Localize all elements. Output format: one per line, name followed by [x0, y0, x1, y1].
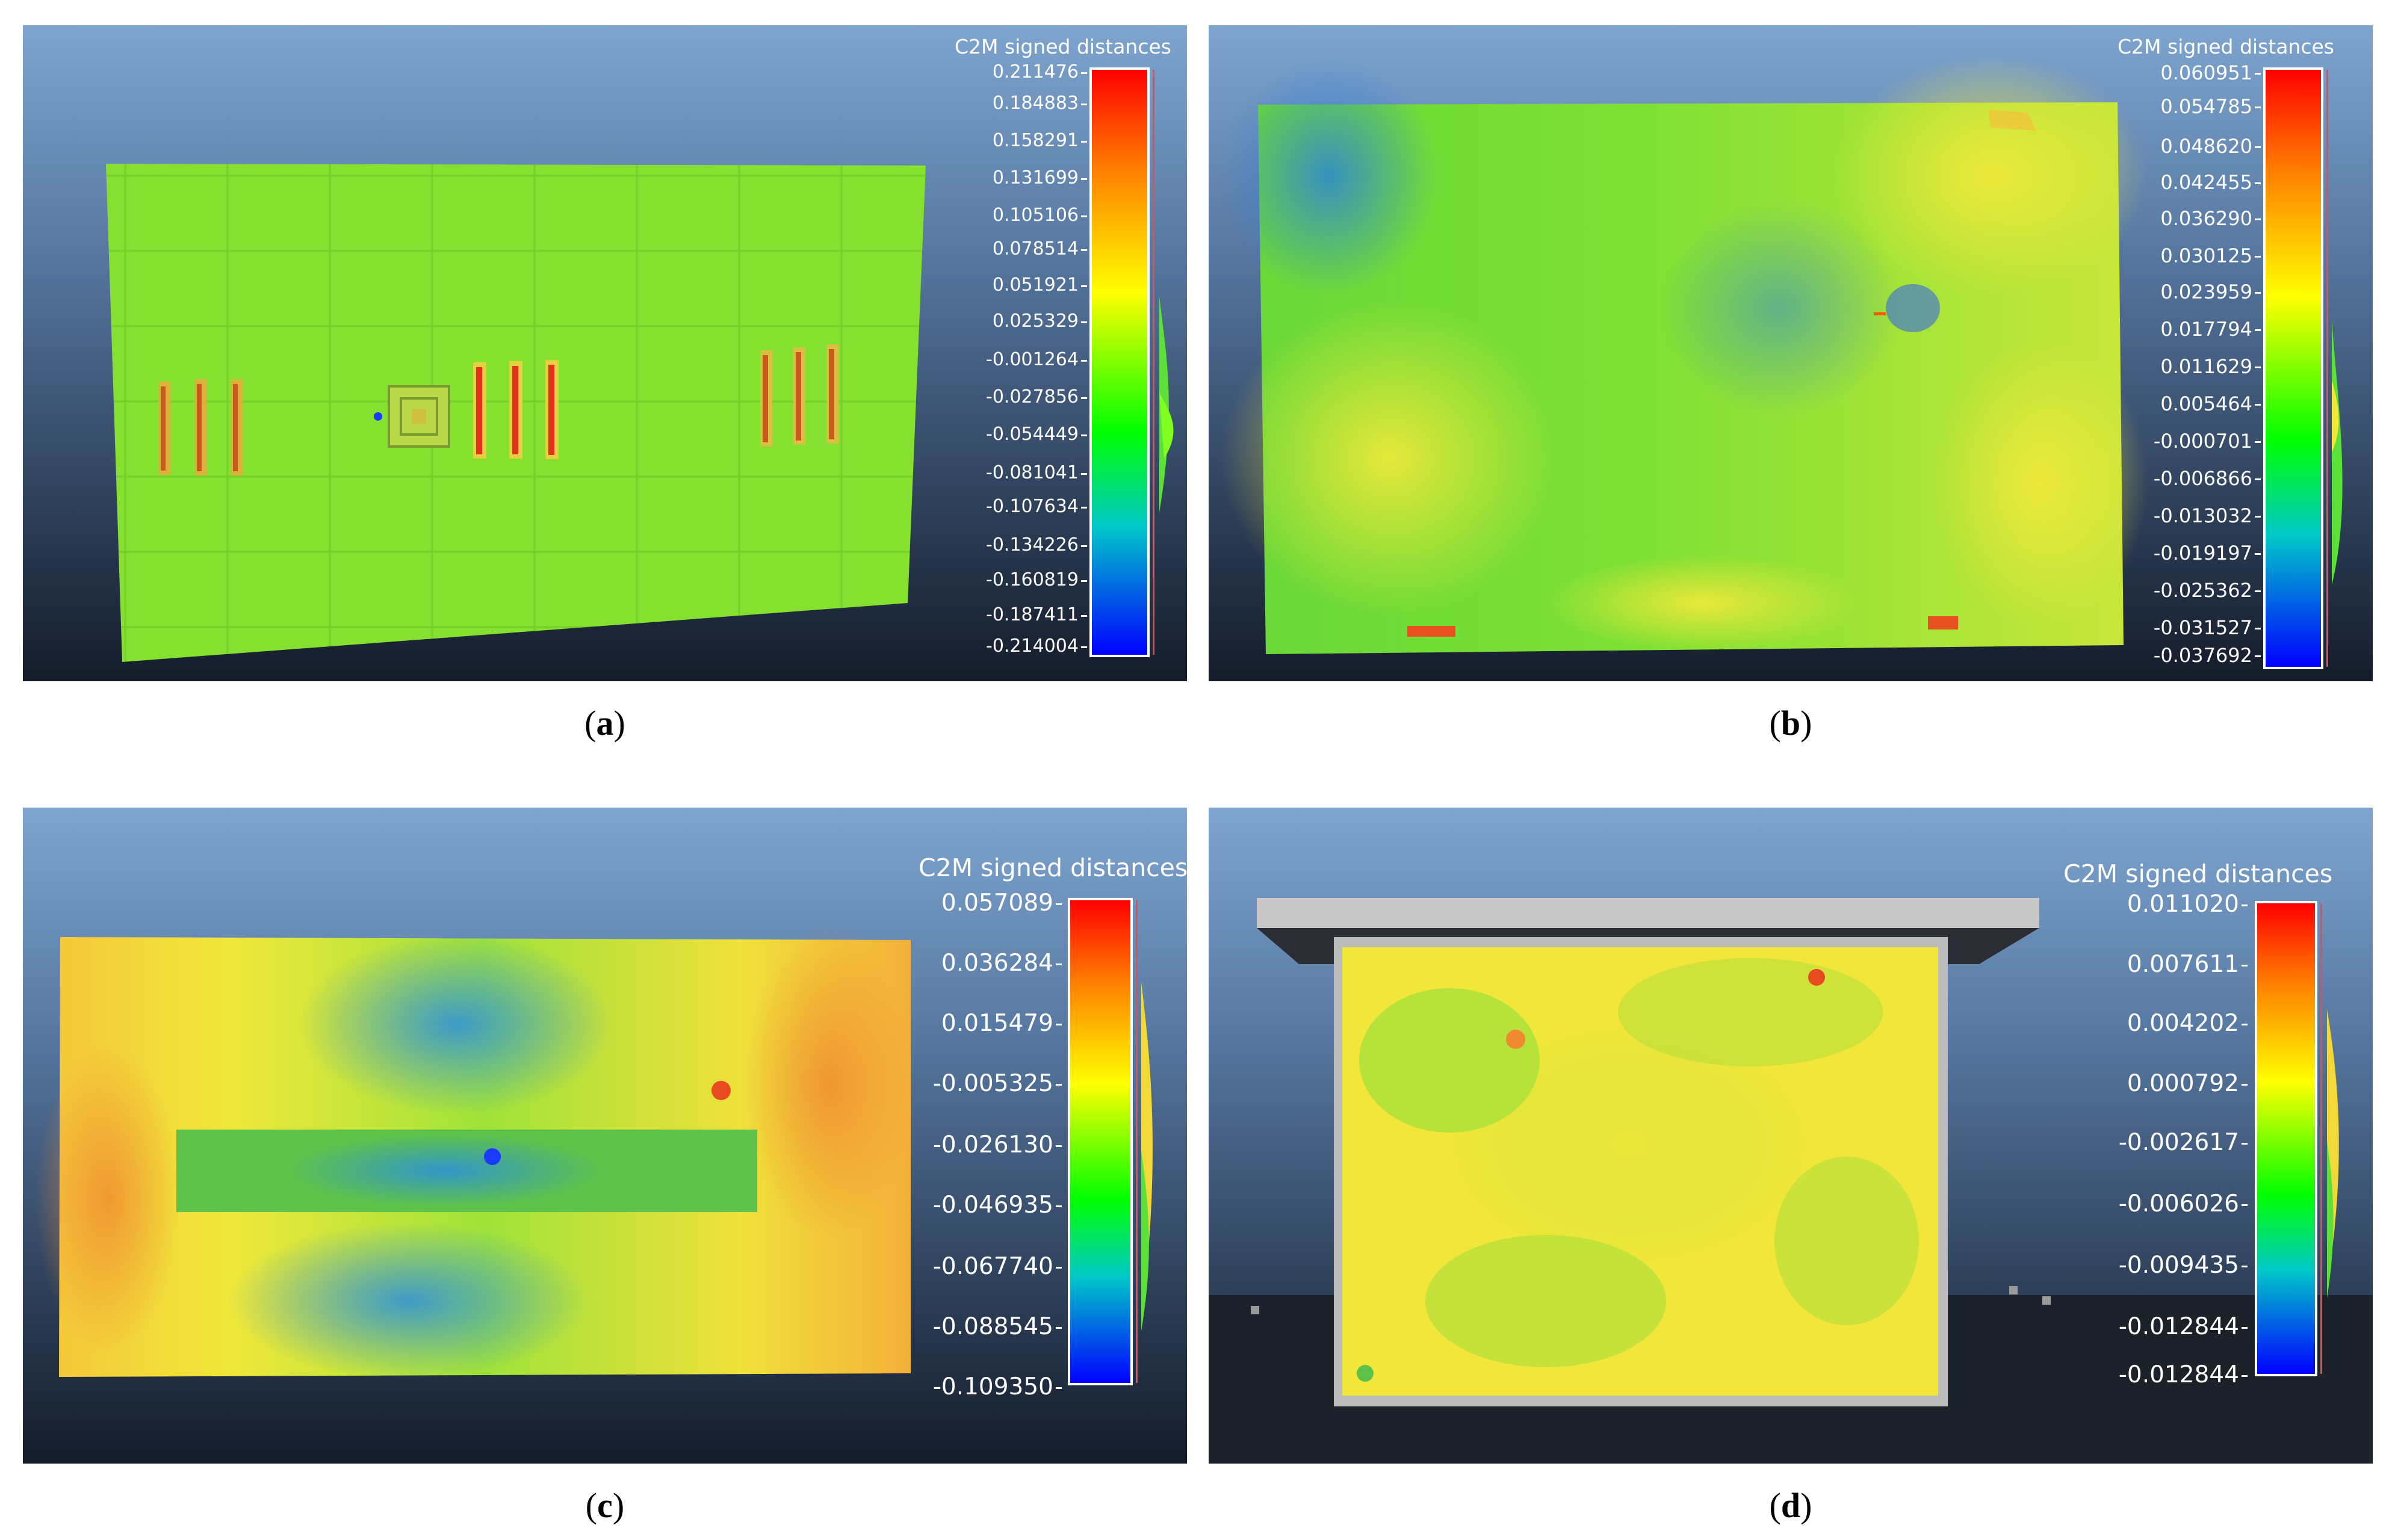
panel-a-tick: -0.001264 [986, 349, 1087, 370]
panel-d-caption: (d) [1209, 1485, 2373, 1526]
panel-d-tick: 0.000792 [2127, 1070, 2248, 1097]
panel-a-tick: -0.027856 [986, 386, 1087, 407]
caption-paren: ( [1769, 704, 1781, 743]
panel-b-tick: 0.042455 [2160, 171, 2261, 194]
panel-a-scalar-bar-title: C2M signed distances [955, 35, 1171, 58]
panel-b-tick: 0.054785 [2160, 95, 2261, 118]
panel-a-tick: -0.214004 [986, 635, 1087, 657]
panel-c-color-scale [1068, 898, 1138, 1385]
panel-d-tick: 0.007611 [2127, 951, 2248, 978]
panel-d-scalar-bar-title: C2M signed distances [2063, 859, 2333, 888]
panel-a-tick: 0.131699 [992, 167, 1088, 188]
panel-c-caption: (c) [23, 1485, 1187, 1526]
panel-a-tick: -0.081041 [986, 462, 1087, 483]
panel-d-tick: -0.012844 [2118, 1313, 2248, 1340]
panel-d-tick: 0.004202 [2127, 1010, 2248, 1037]
panel-c-tick: -0.026130 [932, 1131, 1062, 1158]
panel-c-tick: -0.109350 [932, 1373, 1062, 1400]
panel-b-histogram [2332, 320, 2343, 585]
panel-a-color-scale [1089, 67, 1154, 657]
caption-letter: d [1780, 1486, 1801, 1525]
panel-b-tick: -0.025362 [2153, 579, 2261, 602]
panel-b-tick: 0.036290 [2160, 207, 2261, 230]
panel-b-tick: 0.023959 [2160, 280, 2261, 303]
panel-a-caption: (a) [23, 703, 1187, 743]
panel-c-tick: -0.067740 [932, 1253, 1062, 1280]
panel-b-tick: 0.048620 [2160, 135, 2261, 158]
panel-b-tick: -0.019197 [2153, 542, 2261, 564]
panel-c-tick: -0.088545 [932, 1313, 1062, 1340]
panel-d-point-cloud [1209, 898, 2373, 1464]
caption-paren: ( [1769, 1486, 1781, 1525]
panel-a-slot-group-left [158, 379, 243, 475]
panel-b-caption: (b) [1209, 703, 2373, 743]
panel-a-tick: 0.051921 [992, 274, 1088, 295]
panel-b-tick: -0.013032 [2153, 504, 2261, 527]
panel-c-histogram [1141, 982, 1153, 1331]
panel-b-tick: -0.000701 [2153, 430, 2261, 453]
caption-paren: ) [613, 704, 625, 743]
caption-paren: ( [585, 1486, 598, 1525]
panel-a-tick: 0.105106 [992, 205, 1088, 226]
panel-a-slot-group-right [760, 344, 838, 447]
panel-d-color-scale [2255, 901, 2322, 1376]
panel-d-viewport: C2M signed distances 0.011020 0.007611 0… [1209, 808, 2373, 1464]
panel-a-tick: 0.211476 [992, 61, 1088, 82]
panel-c-viewport: C2M signed distances 0.057089 0.036284 0… [23, 808, 1187, 1464]
panel-b-point-cloud [1221, 55, 2148, 654]
panel-b-tick: 0.011629 [2160, 355, 2261, 378]
panel-b-tick: 0.017794 [2160, 318, 2261, 341]
panel-d-tick: 0.011020 [2127, 891, 2248, 918]
panel-b-tick: -0.031527 [2153, 616, 2261, 639]
panel-a-tick: -0.187411 [986, 604, 1087, 625]
panel-a-square-target [374, 385, 450, 448]
panel-a-tick: 0.184883 [992, 93, 1088, 114]
panel-a-slot-group-center [473, 360, 559, 459]
panel-a-point-cloud [106, 164, 926, 662]
panel-a-viewport: C2M signed distances 0.211476 0.184883 0… [23, 25, 1187, 681]
panel-a-tick: -0.160819 [986, 569, 1087, 590]
panel-a-tick: 0.025329 [992, 311, 1088, 332]
panel-d-tick: -0.002617 [2118, 1129, 2248, 1156]
panel-b-tick: 0.005464 [2160, 392, 2261, 415]
panel-d-lintel [1257, 898, 2039, 928]
panel-a-tick: -0.107634 [986, 496, 1087, 517]
panel-b-tick: -0.037692 [2153, 644, 2261, 667]
panel-d-tick: -0.009435 [2118, 1252, 2248, 1279]
panel-c-point-cloud [35, 928, 914, 1379]
panel-a-tick: 0.158291 [992, 130, 1088, 151]
panel-b-scalar-bar-title: C2M signed distances [2118, 35, 2334, 58]
caption-letter: c [597, 1486, 613, 1525]
panel-d-histogram [2327, 1009, 2339, 1298]
panel-a-tick: -0.054449 [986, 424, 1087, 445]
caption-paren: ) [1800, 1486, 1812, 1525]
caption-letter: a [596, 704, 614, 743]
panel-c-tick: 0.057089 [941, 889, 1062, 917]
panel-d-tick: -0.012844 [2118, 1361, 2248, 1388]
caption-paren: ( [584, 704, 596, 743]
panel-b-tick: 0.030125 [2160, 244, 2261, 267]
panel-c-tick: -0.005325 [932, 1070, 1062, 1097]
panel-a-tick: 0.078514 [992, 238, 1088, 259]
panel-b-tick: 0.060951 [2160, 61, 2261, 84]
panel-d-tick: -0.006026 [2118, 1190, 2248, 1217]
panel-b-color-scale [2263, 67, 2328, 669]
caption-letter: b [1780, 704, 1801, 743]
panel-b-tick: -0.006866 [2153, 467, 2261, 490]
caption-paren: ) [612, 1486, 625, 1525]
panel-a-tick: -0.134226 [986, 534, 1087, 555]
panel-c-tick: 0.015479 [941, 1010, 1062, 1037]
panel-b-viewport: C2M signed distances 0.060951 0.054785 0… [1209, 25, 2373, 681]
panel-c-tick: 0.036284 [941, 950, 1062, 977]
caption-paren: ) [1800, 704, 1812, 743]
panel-c-scalar-bar-title: C2M signed distances [919, 853, 1187, 882]
panel-a-histogram [1159, 296, 1174, 513]
panel-c-tick: -0.046935 [932, 1192, 1062, 1219]
